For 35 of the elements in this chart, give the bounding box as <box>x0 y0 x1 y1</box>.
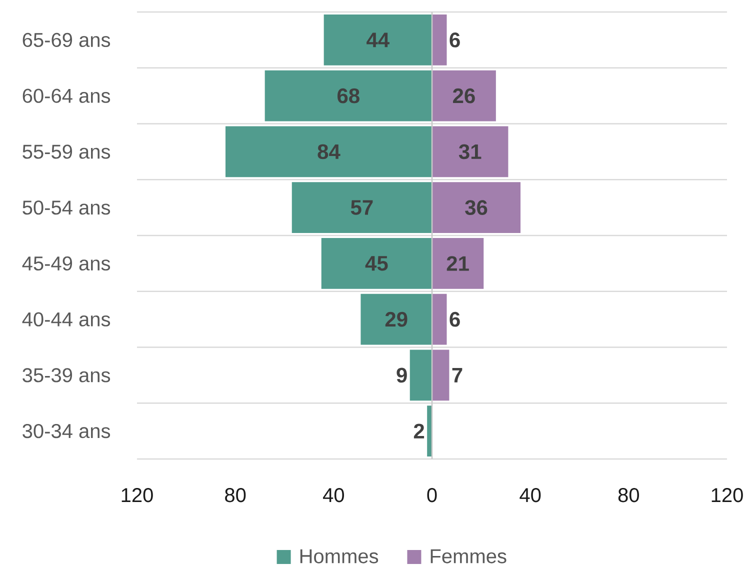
data-label: 29 <box>385 312 408 327</box>
data-label: 6 <box>450 32 460 48</box>
y-tick-label: 60-64 ans <box>22 88 110 103</box>
data-label: 31 <box>458 144 482 160</box>
bar <box>432 294 447 345</box>
data-label: 2 <box>414 424 424 438</box>
data-label: 36 <box>465 200 488 216</box>
x-tick-label: 80 <box>225 488 246 502</box>
legend-label: Femmes <box>430 549 506 564</box>
y-tick-label: 50-54 ans <box>22 200 110 215</box>
data-label: 7 <box>452 368 462 382</box>
x-tick-label: 0 <box>427 488 437 502</box>
data-label: 45 <box>365 256 388 271</box>
x-tick-label: 40 <box>520 488 541 502</box>
y-tick-label: 65-69 ans <box>22 32 110 48</box>
data-label: 6 <box>450 312 460 327</box>
data-label: 26 <box>453 88 475 104</box>
y-tick-label: 30-34 ans <box>22 424 110 438</box>
x-tick-label: 120 <box>122 488 153 502</box>
bar <box>427 406 432 456</box>
data-label: 68 <box>338 88 360 104</box>
y-tick-label: 40-44 ans <box>22 312 110 326</box>
bar <box>432 14 447 66</box>
data-label: 44 <box>366 32 390 48</box>
legend-label: Hommes <box>300 549 378 564</box>
data-label: 9 <box>396 368 407 383</box>
y-tick-label: 45-49 ans <box>22 256 110 271</box>
data-label: 84 <box>318 144 340 160</box>
data-label: 57 <box>350 200 373 215</box>
x-tick-label: 80 <box>618 488 640 502</box>
y-tick-label: 35-39 ans <box>22 368 110 382</box>
x-tick-label: 40 <box>322 488 344 502</box>
y-tick-label: 55-59 ans <box>22 144 110 159</box>
x-tick-label: 120 <box>712 488 743 502</box>
data-label: 21 <box>446 256 469 271</box>
